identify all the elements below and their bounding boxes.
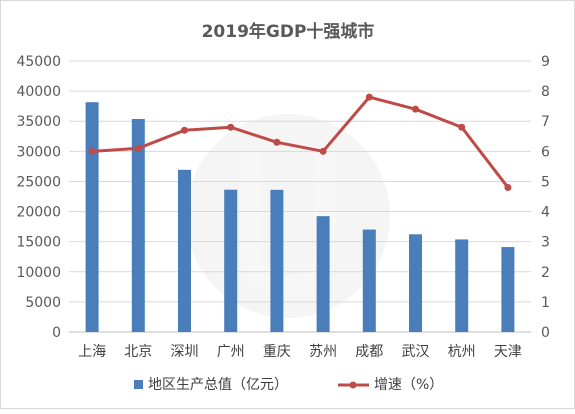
- legend-label-growth: 增速（%）: [374, 377, 443, 393]
- growth-point: [458, 123, 466, 131]
- bar: [85, 102, 99, 333]
- growth-point: [134, 144, 142, 152]
- legend-swatch-gdp: [134, 380, 143, 389]
- y-left-tick-label: 10000: [16, 265, 61, 281]
- chart-title: 2019年GDP十强城市: [202, 21, 375, 42]
- y-right-tick-label: 1: [541, 295, 550, 311]
- y-left-tick-label: 45000: [16, 54, 61, 70]
- legend: 地区生产总值（亿元） 增速（%）: [134, 377, 443, 393]
- x-tick-label: 天津: [494, 344, 522, 360]
- y-left-tick-label: 0: [52, 325, 61, 341]
- growth-point: [504, 183, 512, 191]
- growth-point: [227, 123, 235, 131]
- bar: [409, 234, 422, 332]
- y-right-tick-label: 0: [541, 325, 550, 341]
- growth-line: [92, 95, 510, 189]
- legend-swatch-growth-point: [349, 381, 357, 389]
- growth-point: [319, 147, 327, 155]
- y-left-tick-label: 15000: [16, 235, 61, 251]
- growth-point: [273, 138, 281, 146]
- y-left-tick-label: 30000: [16, 144, 61, 160]
- bar: [270, 189, 284, 332]
- growth-point: [412, 105, 419, 113]
- gridlines: [69, 60, 531, 303]
- bar: [455, 239, 469, 332]
- x-tick-label: 上海: [78, 344, 106, 360]
- y-right-tick-label: 2: [541, 265, 550, 281]
- y-right-tick-label: 5: [541, 174, 550, 190]
- axes: 0 5000 10000 15000 20000 25000 30000 35000 40000…: [16, 54, 550, 360]
- x-tick-label: 重庆: [263, 344, 291, 360]
- bar: [178, 169, 191, 332]
- x-tick-label: 武汉: [402, 344, 430, 360]
- bar: [362, 229, 376, 332]
- bar: [316, 216, 330, 332]
- x-tick-label: 北京: [124, 344, 152, 360]
- growth-point: [181, 126, 188, 134]
- y-left-tick-label: 25000: [16, 174, 61, 190]
- bar: [501, 247, 515, 332]
- y-right-tick-label: 9: [541, 54, 550, 70]
- y-left-tick-label: 20000: [16, 205, 61, 221]
- y-right-tick-label: 7: [541, 114, 550, 130]
- x-tick-label: 深圳: [171, 344, 199, 360]
- x-tick-label: 成都: [355, 344, 383, 360]
- y-left-tick-label: 40000: [16, 84, 61, 100]
- growth-point: [365, 93, 373, 101]
- x-tick-label: 杭州: [448, 344, 476, 360]
- growth-point: [88, 147, 96, 155]
- x-tick-label: 广州: [217, 344, 245, 360]
- y-right-tick-label: 3: [541, 235, 550, 251]
- bar: [224, 189, 238, 332]
- y-right-tick-label: 8: [541, 84, 550, 100]
- bar: [131, 118, 145, 332]
- y-right-tick-label: 6: [541, 144, 550, 160]
- x-tick-label: 苏州: [309, 344, 337, 360]
- line-series: [88, 93, 512, 191]
- y-left-tick-label: 5000: [25, 295, 61, 311]
- bar-series: [85, 102, 515, 333]
- y-right-tick-label: 4: [541, 205, 550, 221]
- y-left-tick-label: 35000: [16, 114, 61, 130]
- legend-label-gdp: 地区生产总值（亿元）: [148, 377, 288, 393]
